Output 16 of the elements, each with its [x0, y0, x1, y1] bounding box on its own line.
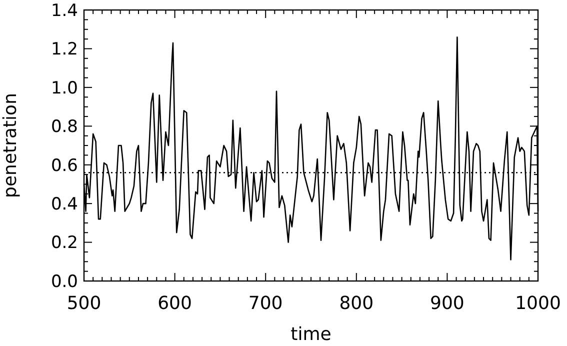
x-tick-label: 600 — [158, 293, 192, 314]
y-tick-label: 0.6 — [50, 156, 78, 176]
y-tick-label: 0.0 — [50, 272, 78, 292]
y-tick-label: 0.8 — [50, 117, 78, 138]
x-tick-label: 800 — [339, 293, 374, 314]
x-tick-label: 700 — [248, 293, 283, 314]
y-tick-label: 1.0 — [50, 78, 78, 98]
y-tick-label: 0.2 — [50, 233, 78, 254]
x-tick-label: 900 — [430, 293, 464, 314]
x-axis-title: time — [290, 324, 332, 345]
y-tick-label: 0.4 — [50, 194, 78, 215]
x-tick-label: 500 — [66, 293, 102, 314]
x-tick-label: 1000 — [515, 293, 561, 314]
y-axis-title: penetration — [0, 93, 21, 198]
y-tick-label: 1.4 — [50, 0, 78, 21]
y-tick-label: 1.2 — [50, 40, 78, 60]
